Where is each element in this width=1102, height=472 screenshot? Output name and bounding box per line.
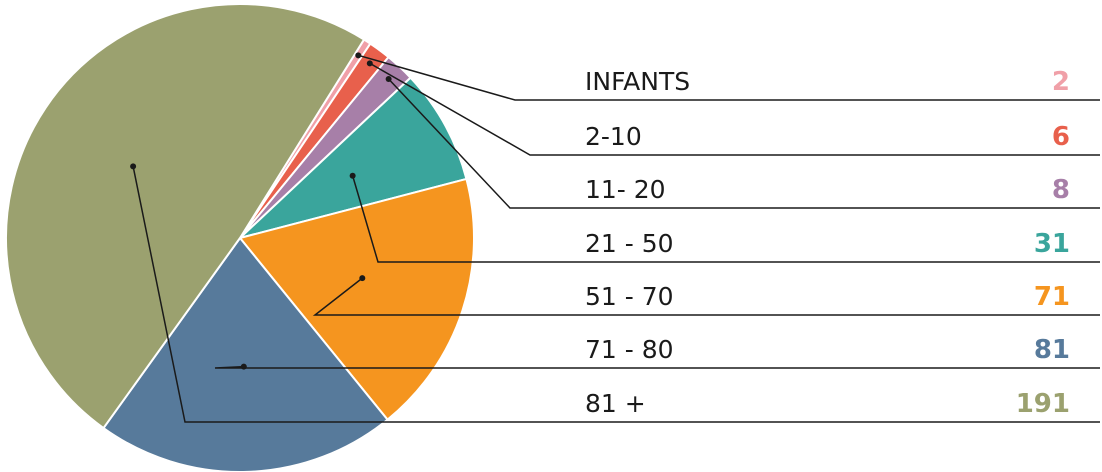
legend-label: INFANTS — [585, 67, 690, 96]
leader-dot — [130, 163, 137, 170]
leader-line — [388, 78, 1100, 209]
leader-dot — [366, 60, 373, 67]
value-label: 81 — [1034, 335, 1070, 365]
leader-line — [358, 54, 1100, 101]
legend-label: 81 + — [585, 389, 646, 418]
value-label: 6 — [1052, 122, 1070, 152]
value-label: 8 — [1052, 175, 1070, 205]
pie-slice — [238, 177, 475, 422]
pie-slice — [239, 76, 468, 239]
leader-line — [369, 62, 1100, 156]
value-label: 191 — [1016, 389, 1070, 419]
leader-line — [132, 166, 1100, 423]
value-label: 2 — [1052, 67, 1070, 97]
legend-label: 51 - 70 — [585, 282, 674, 311]
legend-label: 2-10 — [585, 122, 642, 151]
leader-line — [351, 175, 1100, 263]
leader-dot — [355, 52, 362, 59]
value-label: 31 — [1034, 229, 1070, 259]
legend-label: 11- 20 — [585, 175, 666, 204]
leader-dot — [359, 275, 366, 282]
leader-dot — [240, 363, 247, 370]
pie-slice — [5, 3, 366, 430]
leader-line — [214, 365, 1100, 369]
legend-label: 71 - 80 — [585, 335, 674, 364]
legend-label: 21 - 50 — [585, 229, 674, 258]
value-label: 71 — [1034, 282, 1070, 312]
leader-line — [312, 277, 1100, 316]
leader-dot — [385, 76, 392, 83]
leader-dot — [349, 172, 356, 179]
